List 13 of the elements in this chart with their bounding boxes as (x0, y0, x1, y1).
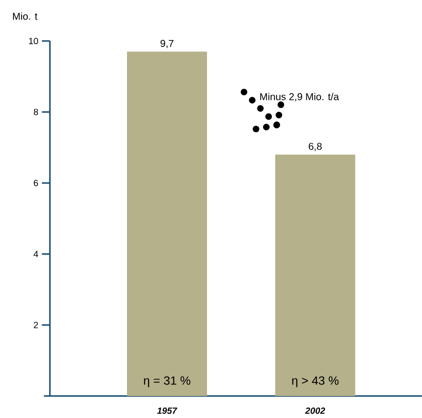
annotation: η > 43 % (292, 376, 339, 388)
y-tick-label: 4 (34, 250, 38, 258)
x-tick-label: 2002 (305, 408, 326, 414)
y-tick-label: 2 (34, 322, 38, 328)
x-tick-label: 1957 (157, 408, 178, 414)
annotation: η = 31 % (144, 376, 190, 388)
data-label: 9,7 (160, 40, 174, 48)
y-tick-label: 8 (34, 108, 38, 116)
y-tick-label: 6 (34, 180, 38, 186)
annotation: Minus 2,9 Mio. t/a (260, 92, 339, 102)
data-label: 6,8 (308, 142, 322, 152)
y-tick-label: 10 (29, 38, 38, 44)
y-axis-title: Mio. t (13, 12, 38, 20)
